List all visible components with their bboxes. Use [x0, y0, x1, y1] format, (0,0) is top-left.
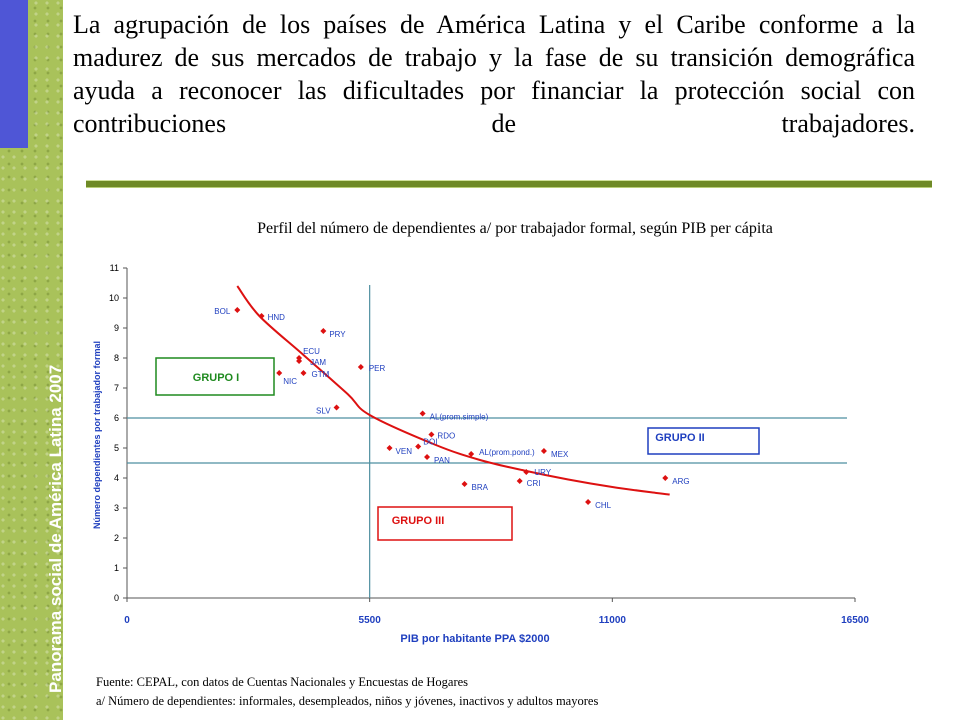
data-point [357, 364, 364, 370]
y-tick-label: 10 [109, 293, 119, 303]
footnotes: Fuente: CEPAL, con datos de Cuentas Naci… [96, 673, 598, 711]
point-label: JAM [310, 358, 326, 367]
point-label: URY [534, 468, 551, 477]
group-box [647, 427, 760, 455]
point-label: PRY [329, 330, 346, 339]
y-axis-label: Número dependientes por trabajador forma… [92, 341, 102, 529]
point-label: PER [369, 364, 386, 373]
data-point [386, 445, 393, 451]
data-point [415, 443, 422, 450]
data-point [424, 454, 431, 460]
x-axis-label: PIB por habitante PPA $2000 [400, 633, 549, 645]
point-label: AL(prom.pond.) [479, 448, 535, 457]
data-point [468, 451, 475, 457]
y-tick-label: 3 [114, 503, 119, 513]
point-label: BRA [472, 483, 489, 492]
data-point [461, 481, 468, 487]
point-label: HND [268, 313, 286, 322]
y-tick-label: 2 [114, 533, 119, 543]
data-point [662, 475, 669, 481]
y-tick-label: 6 [114, 413, 119, 423]
sidebar: Panorama social de América Latina 2007 [0, 0, 65, 720]
x-tick-label: 5500 [359, 615, 382, 626]
source-note: Fuente: CEPAL, con datos de Cuentas Naci… [96, 675, 469, 689]
data-point [320, 328, 327, 334]
data-point [296, 358, 303, 364]
trend-curve [236, 285, 670, 496]
point-label: CHL [595, 501, 612, 510]
x-tick-label: 11000 [599, 615, 627, 626]
point-label: GTM [311, 370, 329, 379]
data-point [333, 404, 340, 411]
point-label: DOI [423, 438, 437, 447]
y-tick-label: 5 [114, 443, 119, 453]
point-label: MEX [551, 450, 569, 459]
group-box [155, 357, 275, 396]
definition-note: a/ Número de dependientes: informales, d… [96, 694, 599, 708]
point-label: CRI [527, 479, 541, 488]
point-label: PAN [434, 456, 450, 465]
slide-headline: La agrupación de los países de América L… [73, 10, 915, 138]
group-label: GRUPO II [655, 432, 705, 444]
data-point [523, 469, 530, 475]
data-point [585, 499, 592, 505]
group-box [377, 506, 513, 541]
point-label: ARG [672, 477, 689, 486]
x-tick-label: 16500 [841, 615, 869, 626]
y-tick-label: 11 [110, 263, 119, 273]
sidebar-accent-block [0, 0, 28, 148]
y-tick-label: 7 [114, 383, 119, 393]
y-tick-label: 4 [114, 473, 119, 483]
data-point [516, 478, 523, 484]
data-point [234, 307, 241, 313]
headline-divider [86, 180, 932, 188]
point-label: SLV [316, 407, 331, 416]
x-tick-label: 0 [124, 615, 130, 626]
y-tick-label: 8 [114, 353, 119, 363]
point-label: NIC [283, 377, 297, 386]
point-label: BOL [214, 307, 231, 316]
chart-title: Perfil del número de dependientes a/ por… [257, 220, 773, 237]
data-point [540, 448, 547, 454]
y-tick-label: 0 [114, 593, 119, 603]
group-label: GRUPO I [193, 372, 239, 384]
data-point [276, 370, 283, 376]
point-label: RDO [437, 432, 455, 441]
y-tick-label: 1 [114, 563, 119, 573]
y-tick-label: 9 [114, 323, 119, 333]
data-point [428, 431, 435, 438]
point-label: ECU [303, 347, 320, 356]
point-label: AL(prom.simple) [430, 413, 489, 422]
point-label: VEN [396, 447, 413, 456]
group-label: GRUPO III [392, 515, 445, 527]
data-point [419, 410, 426, 417]
data-point [300, 370, 307, 376]
data-point [258, 313, 265, 319]
